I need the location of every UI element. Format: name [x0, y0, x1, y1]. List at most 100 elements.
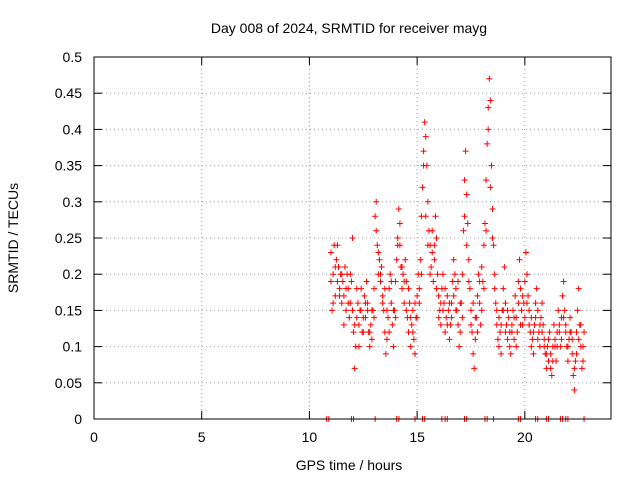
data-point [429, 249, 436, 256]
data-point [377, 278, 384, 285]
data-point [573, 350, 580, 357]
data-point [475, 271, 482, 278]
data-point [564, 358, 571, 365]
data-point [377, 271, 384, 278]
data-point [374, 242, 381, 249]
data-point [424, 242, 431, 249]
data-point [343, 285, 350, 292]
data-point [481, 220, 488, 227]
data-point [567, 329, 574, 336]
data-point [525, 292, 532, 299]
data-point [358, 307, 365, 314]
x-tick-label: 5 [198, 429, 206, 445]
data-point [457, 329, 464, 336]
data-point [403, 307, 410, 314]
data-point [419, 184, 426, 191]
data-point [417, 256, 424, 263]
data-point [495, 314, 502, 321]
y-tick-label: 0.3 [63, 194, 83, 210]
data-point [534, 336, 541, 343]
data-point [450, 292, 457, 299]
data-point [555, 307, 562, 314]
y-tick-label: 0.1 [63, 339, 83, 355]
data-point [549, 358, 556, 365]
data-point [461, 213, 468, 220]
data-point [409, 307, 416, 314]
x-tick-label: 15 [409, 429, 425, 445]
data-point [333, 256, 340, 263]
data-point [431, 256, 438, 263]
y-tick-label: 0.35 [55, 158, 82, 174]
data-point [523, 271, 530, 278]
x-tick-label: 0 [90, 429, 98, 445]
data-point [467, 307, 474, 314]
data-point [430, 278, 437, 285]
data-point [487, 184, 494, 191]
data-point [382, 350, 389, 357]
x-tick-labels: 0 5 10 15 20 [90, 429, 533, 445]
data-point [478, 263, 485, 270]
data-point [543, 350, 550, 357]
data-point [570, 372, 577, 379]
data-point [330, 300, 337, 307]
data-point [448, 314, 455, 321]
data-point [407, 343, 414, 350]
data-point [388, 300, 395, 307]
y-axis-label: SRMTID / TECUs [5, 183, 21, 293]
data-point [491, 285, 498, 292]
data-point [504, 307, 511, 314]
data-point [463, 242, 470, 249]
data-point [519, 292, 526, 299]
data-point [444, 321, 451, 328]
data-point [498, 350, 505, 357]
data-point [405, 285, 412, 292]
data-point [554, 343, 561, 350]
data-point [508, 321, 515, 328]
data-point [434, 271, 441, 278]
data-point [533, 285, 540, 292]
data-point [548, 372, 555, 379]
data-point [363, 278, 370, 285]
data-point [353, 314, 360, 321]
y-tick-labels: 0 0.05 0.1 0.15 0.2 0.25 0.3 0.35 0.4 0.45 0.5 [55, 49, 82, 427]
chart-title: Day 008 of 2024, SRMTID for receiver may… [211, 20, 487, 36]
data-point [512, 292, 519, 299]
data-point [455, 278, 462, 285]
data-point [327, 249, 334, 256]
data-point [504, 336, 511, 343]
data-point [350, 329, 357, 336]
data-point [360, 329, 367, 336]
data-point [338, 300, 345, 307]
data-point [463, 191, 470, 198]
data-point [514, 329, 521, 336]
data-point [495, 343, 502, 350]
data-point [485, 126, 492, 133]
data-point [366, 329, 373, 336]
data-point [394, 235, 401, 241]
x-axis-label: GPS time / hours [296, 457, 403, 473]
data-point [327, 278, 334, 285]
data-point [526, 307, 533, 314]
data-point [573, 329, 580, 336]
data-point [575, 336, 582, 343]
data-point [401, 278, 408, 285]
data-point [526, 321, 533, 328]
y-tick-label: 0.25 [55, 230, 82, 246]
data-point [371, 314, 378, 321]
data-point [497, 329, 504, 336]
data-point [349, 235, 356, 241]
data-point [511, 314, 518, 321]
data-point [529, 336, 536, 343]
data-point [556, 321, 563, 328]
data-point [516, 256, 523, 263]
data-point [368, 336, 375, 343]
data-point [560, 278, 567, 285]
data-point [429, 227, 436, 234]
data-point [388, 278, 395, 285]
data-point [480, 242, 487, 249]
data-point [474, 329, 481, 336]
data-point [433, 235, 440, 241]
data-point [402, 256, 409, 263]
data-point [459, 314, 466, 321]
data-point [541, 343, 548, 350]
